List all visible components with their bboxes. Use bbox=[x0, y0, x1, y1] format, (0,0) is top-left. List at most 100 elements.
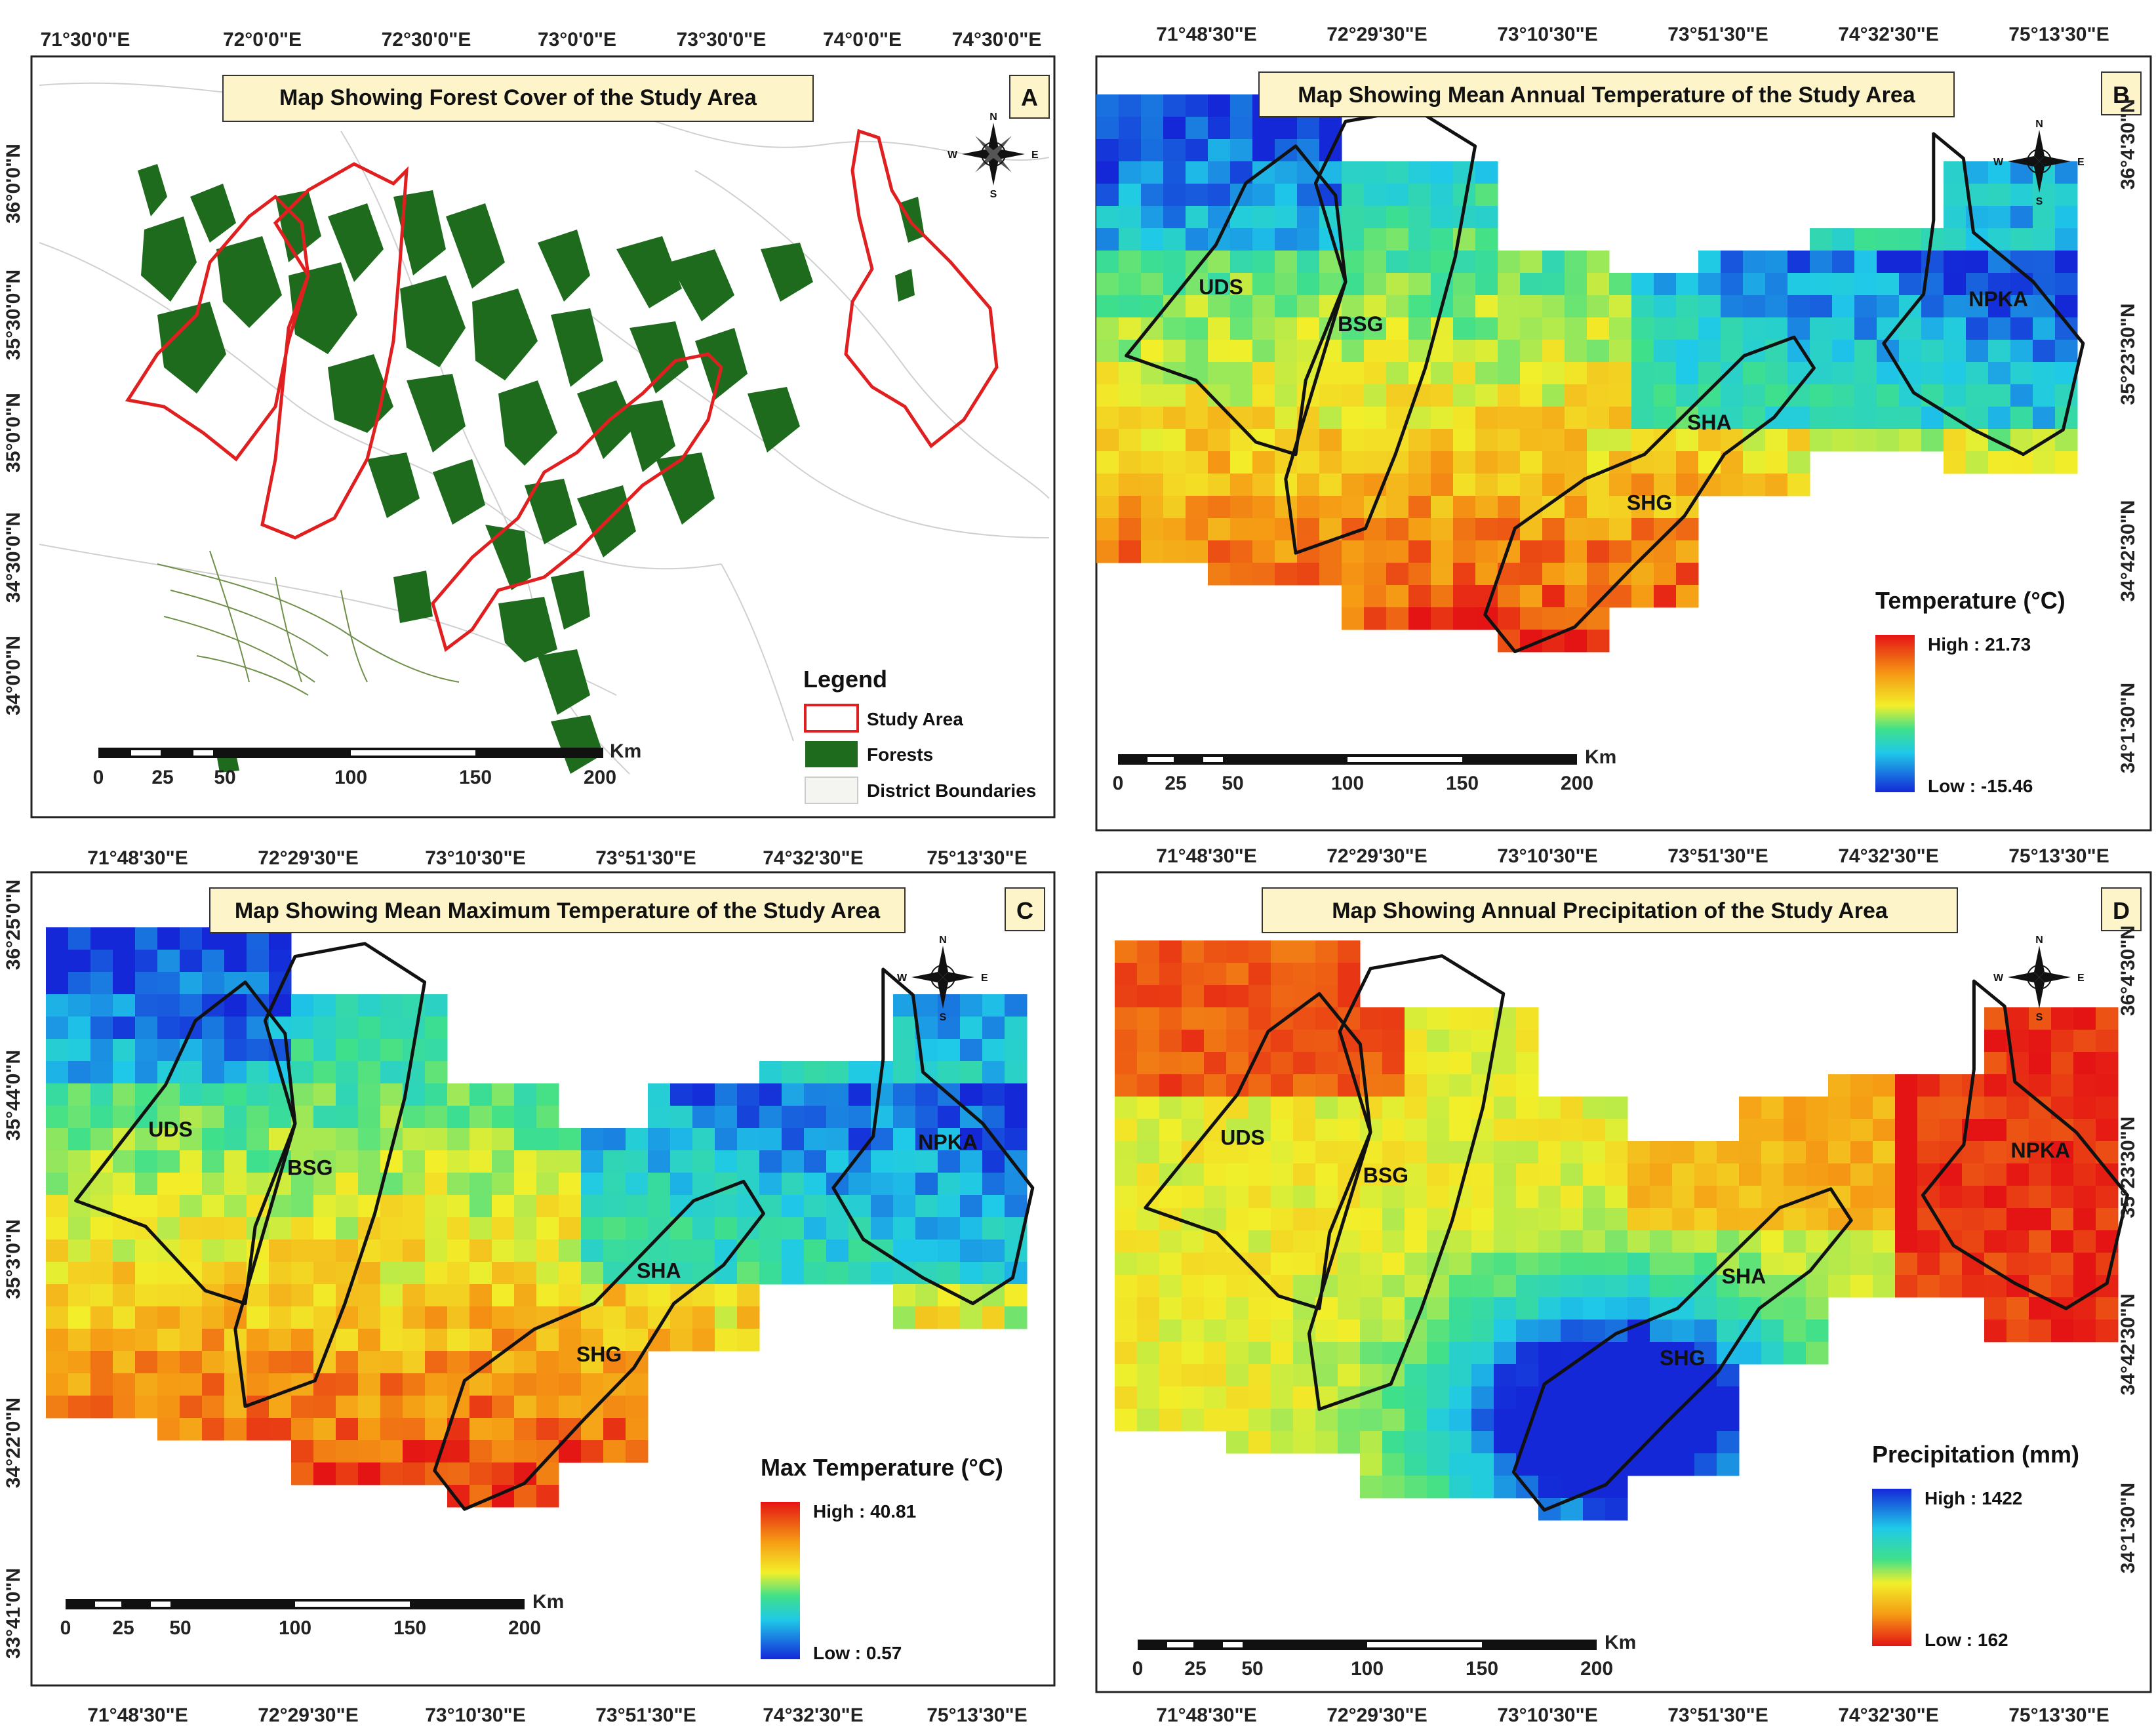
svg-text:W: W bbox=[1993, 973, 2004, 984]
region-label-sha: SHA bbox=[637, 1259, 681, 1282]
svg-text:34°22'0"N: 34°22'0"N bbox=[3, 1398, 24, 1488]
study-area-uds bbox=[125, 194, 310, 462]
panel-a-x-ticks: 71°30'0"E 72°0'0"E 72°30'0"E 73°0'0"E 73… bbox=[41, 29, 1042, 50]
region-label-uds: UDS bbox=[148, 1118, 193, 1141]
panel-b-scale-bar: 0 25 50 100 150 200 Km bbox=[1113, 746, 1617, 794]
svg-text:34°30'0"N: 34°30'0"N bbox=[3, 512, 24, 603]
legend-color-ramp bbox=[761, 1502, 800, 1659]
region-npka bbox=[1882, 132, 2085, 456]
svg-text:W: W bbox=[948, 150, 958, 161]
study-area-sha-shg bbox=[431, 352, 723, 653]
legend-high: High : 40.81 bbox=[813, 1501, 916, 1522]
svg-text:34°0'0"N: 34°0'0"N bbox=[3, 635, 24, 716]
region-label-uds: UDS bbox=[1199, 275, 1243, 298]
svg-text:150: 150 bbox=[393, 1617, 426, 1639]
forest-patches bbox=[138, 164, 925, 774]
compass-icon: N S E W bbox=[897, 935, 988, 1023]
svg-text:73°10'30"E: 73°10'30"E bbox=[1497, 1704, 1597, 1726]
svg-text:33°41'0"N: 33°41'0"N bbox=[3, 1568, 24, 1659]
svg-text:72°29'30"E: 72°29'30"E bbox=[1327, 24, 1427, 45]
legend-label-district-boundaries: District Boundaries bbox=[867, 780, 1036, 801]
drainage-lines bbox=[157, 550, 460, 696]
panel-c-raster bbox=[46, 927, 1028, 1508]
svg-text:0: 0 bbox=[93, 767, 104, 788]
legend-title: Precipitation (mm) bbox=[1872, 1441, 2079, 1468]
svg-text:25: 25 bbox=[1184, 1658, 1206, 1680]
compass-icon: N S E W bbox=[1993, 935, 2085, 1023]
panel-c-legend: Max Temperature (°C) High : 40.81 Low : 0.… bbox=[761, 1454, 1003, 1663]
svg-text:0: 0 bbox=[1132, 1658, 1144, 1680]
panel-c-letter-box bbox=[1005, 887, 1045, 931]
panel-b-legend: Temperature (°C) High : 21.73 Low : -15.46 bbox=[1875, 587, 2066, 796]
svg-text:N: N bbox=[2035, 935, 2043, 946]
panel-d: UDS BSG SHA SHG NPKA Map Showing Annual Preci… bbox=[1095, 845, 2152, 1726]
region-uds bbox=[74, 980, 297, 1306]
svg-text:W: W bbox=[897, 973, 908, 984]
svg-text:74°30'0"E: 74°30'0"E bbox=[952, 29, 1042, 50]
panel-b: UDS BSG SHA SHG NPKA Map Showing Mean Annual … bbox=[1095, 24, 2152, 832]
panel-d-scale-bar: 0 25 50 100 150 200 Km bbox=[1132, 1632, 1637, 1680]
svg-text:36°25'0"N: 36°25'0"N bbox=[3, 879, 24, 970]
panel-c-x-ticks: 71°48'30"E 72°29'30"E 73°10'30"E 73°51'30"E… bbox=[87, 1704, 1027, 1726]
panel-d-title: Map Showing Annual Precipitation of the … bbox=[1332, 898, 1888, 923]
study-area-outlines bbox=[125, 129, 999, 653]
svg-text:50: 50 bbox=[1222, 773, 1243, 794]
region-uds bbox=[1125, 144, 1348, 456]
panel-c-x-ticks-top: 71°48'30"E 72°29'30"E 73°10'30"E 73°51'30"E… bbox=[87, 847, 1027, 869]
svg-text:S: S bbox=[2036, 196, 2043, 207]
legend-title: Max Temperature (°C) bbox=[761, 1454, 1003, 1481]
legend-label-forests: Forests bbox=[867, 744, 933, 765]
legend-swatch-study-area bbox=[804, 704, 859, 733]
panel-d-legend: Precipitation (mm) High : 1422 Low : 162 bbox=[1872, 1441, 2079, 1650]
svg-text:150: 150 bbox=[1466, 1658, 1498, 1680]
svg-text:72°29'30"E: 72°29'30"E bbox=[258, 847, 358, 869]
panel-c-letter: C bbox=[1016, 897, 1033, 924]
svg-text:74°32'30"E: 74°32'30"E bbox=[763, 1704, 863, 1726]
svg-text:75°13'30"E: 75°13'30"E bbox=[927, 1704, 1027, 1726]
svg-text:25: 25 bbox=[151, 767, 173, 788]
svg-text:35°3'0"N: 35°3'0"N bbox=[3, 1219, 24, 1299]
panel-d-regions: UDS BSG SHA SHG NPKA bbox=[1144, 954, 2129, 1512]
svg-text:72°29'30"E: 72°29'30"E bbox=[1327, 1704, 1427, 1726]
legend-label-study-area: Study Area bbox=[867, 709, 963, 729]
panel-a-title: Map Showing Forest Cover of the Study Ar… bbox=[279, 85, 757, 110]
svg-text:50: 50 bbox=[169, 1617, 191, 1639]
panel-b-y-ticks: 36°4'30"N 35°23'30"N 34°42'30"N 34°1'30"N bbox=[2117, 99, 2139, 773]
region-sha-shg bbox=[1483, 335, 1816, 654]
panel-c-title: Map Showing Mean Maximum Temperature of … bbox=[235, 898, 881, 923]
svg-text:35°0'0"N: 35°0'0"N bbox=[3, 393, 24, 473]
svg-text:S: S bbox=[2036, 1012, 2043, 1023]
svg-text:34°1'30"N: 34°1'30"N bbox=[2117, 1483, 2139, 1573]
svg-text:73°51'30"E: 73°51'30"E bbox=[1667, 24, 1768, 45]
panel-d-title-box bbox=[1262, 887, 1958, 933]
svg-text:35°44'0"N: 35°44'0"N bbox=[3, 1050, 24, 1140]
legend-color-ramp bbox=[1875, 635, 1915, 792]
svg-text:74°0'0"E: 74°0'0"E bbox=[823, 29, 902, 50]
svg-text:73°51'30"E: 73°51'30"E bbox=[1667, 1704, 1768, 1726]
svg-text:200: 200 bbox=[1561, 773, 1593, 794]
panel-b-title: Map Showing Mean Annual Temperature of t… bbox=[1298, 83, 1915, 108]
svg-text:73°10'30"E: 73°10'30"E bbox=[425, 847, 525, 869]
svg-text:200: 200 bbox=[1580, 1658, 1613, 1680]
panel-c-scale-bar: 0 25 50 100 150 200 Km bbox=[60, 1591, 565, 1639]
region-label-bsg: BSG bbox=[1363, 1163, 1408, 1187]
region-bsg bbox=[233, 942, 427, 1408]
svg-text:36°4'30"N: 36°4'30"N bbox=[2117, 925, 2139, 1016]
legend-low: Low : 0.57 bbox=[813, 1643, 902, 1663]
panel-a-scale-bar: 0 25 50 100 150 200 Km bbox=[93, 740, 642, 788]
region-label-npka: NPKA bbox=[918, 1130, 978, 1154]
svg-text:E: E bbox=[1031, 150, 1039, 161]
legend-swatch-forests bbox=[805, 741, 858, 767]
svg-text:200: 200 bbox=[508, 1617, 541, 1639]
svg-text:73°30'0"E: 73°30'0"E bbox=[677, 29, 767, 50]
svg-text:25: 25 bbox=[112, 1617, 134, 1639]
study-area-npka bbox=[844, 129, 999, 449]
svg-text:75°13'30"E: 75°13'30"E bbox=[2008, 845, 2109, 867]
svg-text:73°51'30"E: 73°51'30"E bbox=[595, 1704, 696, 1726]
region-label-uds: UDS bbox=[1220, 1126, 1265, 1150]
svg-text:Km: Km bbox=[532, 1591, 564, 1613]
svg-text:75°13'30"E: 75°13'30"E bbox=[2008, 24, 2109, 45]
svg-text:N: N bbox=[989, 111, 997, 123]
study-area-bsg bbox=[260, 162, 409, 540]
